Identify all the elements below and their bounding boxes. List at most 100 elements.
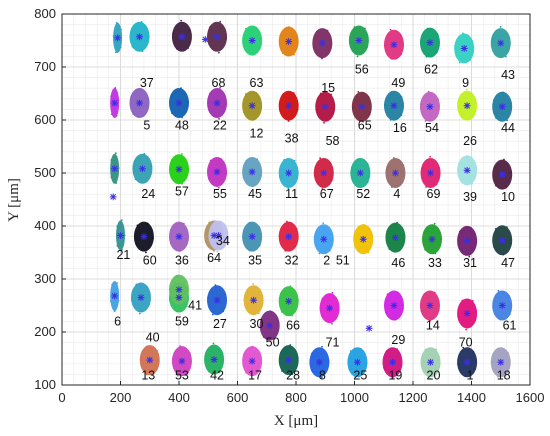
centroid-marker <box>285 233 293 240</box>
cluster-dot <box>332 111 335 114</box>
centroid-marker <box>201 36 209 43</box>
cluster-dot <box>466 155 469 157</box>
centroid-marker-stroke <box>176 233 182 240</box>
centroid-marker <box>427 358 434 366</box>
cluster-dot <box>360 348 362 350</box>
cluster-dot <box>252 119 254 121</box>
cluster-dot <box>146 345 148 348</box>
cluster-dot <box>469 59 471 61</box>
cluster-dot <box>497 289 500 292</box>
centroid-marker <box>215 232 222 239</box>
cluster-dot <box>119 46 122 49</box>
cluster-dot <box>357 249 359 252</box>
centroid-marker <box>175 165 183 173</box>
centroid-marker-stroke <box>322 103 329 110</box>
cluster-dot <box>288 26 290 29</box>
centroid-marker <box>175 286 183 293</box>
cluster-dot <box>171 158 173 161</box>
centroid-marker-stroke <box>285 233 292 240</box>
cluster-dot <box>259 43 262 46</box>
cluster-dot <box>329 162 332 165</box>
cluster-dot <box>296 356 299 359</box>
centroid-marker-stroke <box>249 233 256 240</box>
cluster-label: 58 <box>326 134 340 148</box>
cluster-dot <box>278 175 281 177</box>
cluster-dot <box>460 116 463 119</box>
centroid-marker-stroke <box>392 170 399 176</box>
cluster-dot <box>176 47 178 50</box>
centroid-marker-stroke <box>429 236 435 243</box>
centroid-marker <box>136 33 143 41</box>
cluster-dot <box>113 310 116 313</box>
cluster-dot <box>400 96 403 98</box>
cluster-dot <box>472 351 475 353</box>
cluster-dot <box>429 155 431 158</box>
cluster-dot <box>279 293 282 295</box>
cluster-dot <box>457 163 460 165</box>
cluster-label: 20 <box>427 368 441 382</box>
centroid-marker <box>213 168 221 176</box>
centroid-marker-stroke <box>499 171 506 178</box>
cluster-dot <box>464 375 467 378</box>
cluster-dot <box>496 375 499 378</box>
cluster-dot <box>508 37 511 40</box>
centroid-marker <box>389 358 396 366</box>
centroid-marker-stroke <box>214 100 220 106</box>
cluster-dot <box>326 29 329 32</box>
cluster-dot <box>180 19 183 22</box>
cluster-dot <box>284 249 287 252</box>
cluster-dot <box>321 57 323 60</box>
cluster-label: 53 <box>175 368 189 382</box>
cluster-dot <box>208 237 211 240</box>
cluster-dot <box>142 114 145 117</box>
cluster-dot <box>187 100 189 103</box>
cluster-dot <box>391 186 393 188</box>
centroid-marker <box>266 322 274 330</box>
cluster-dot <box>116 225 119 228</box>
cluster-dot <box>402 164 405 167</box>
cluster-label: 52 <box>356 187 370 201</box>
cluster-dot <box>217 51 220 54</box>
centroid-marker <box>109 193 117 201</box>
centroid-marker <box>250 296 257 304</box>
cluster-dot <box>385 169 388 172</box>
cluster-label: 43 <box>501 68 515 82</box>
centroid-marker-stroke <box>249 102 256 109</box>
centroid-marker <box>463 166 471 174</box>
centroid-marker <box>355 37 363 44</box>
centroid-marker <box>320 235 328 243</box>
cluster-dot <box>465 328 468 331</box>
centroid-marker <box>178 357 186 365</box>
cluster-dot <box>291 314 293 317</box>
centroid-marker <box>460 45 468 52</box>
cluster-dot <box>502 91 504 94</box>
cluster-dot <box>454 44 457 47</box>
cluster-dot <box>138 312 141 315</box>
y-tick-label: 500 <box>34 165 56 180</box>
centroid-marker <box>390 302 398 309</box>
cluster-dot <box>391 376 394 379</box>
cluster-dot <box>330 179 333 182</box>
centroid-marker <box>248 37 256 44</box>
x-tick-label: 1000 <box>340 390 369 405</box>
cluster-dot <box>493 246 496 248</box>
cluster-dot <box>365 362 368 365</box>
cluster-dot <box>331 322 333 325</box>
cluster-dot <box>171 112 173 115</box>
cluster-dot <box>399 34 402 37</box>
centroid-marker <box>139 165 146 173</box>
cluster-dot <box>289 344 292 346</box>
cluster-dot <box>208 177 210 180</box>
centroid-marker-stroke <box>355 37 362 44</box>
cluster-dot <box>400 53 403 55</box>
cluster-dot <box>390 57 393 60</box>
centroid-marker-stroke <box>357 170 364 176</box>
cluster-dot <box>293 159 296 162</box>
cluster-label: 22 <box>213 118 227 132</box>
cluster-dot <box>504 55 507 58</box>
cluster-dot <box>187 371 190 374</box>
cluster-dot <box>120 28 122 31</box>
cluster-dot <box>390 90 393 93</box>
cluster-dot <box>207 297 210 299</box>
cluster-dot <box>255 372 258 375</box>
